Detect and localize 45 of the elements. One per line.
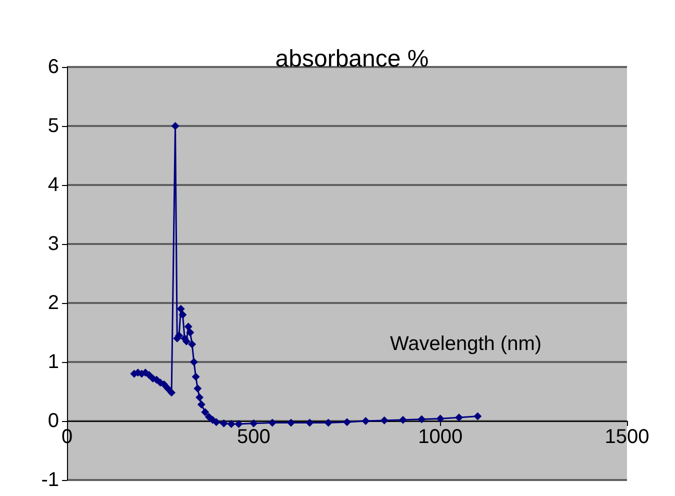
point — [160, 380, 168, 388]
point — [178, 310, 187, 319]
y-tick-label: 5 — [48, 115, 59, 137]
x-tick-label: 1000 — [418, 426, 463, 448]
point — [212, 418, 220, 426]
point — [184, 322, 192, 331]
point — [474, 412, 482, 420]
point — [201, 408, 210, 416]
point — [324, 418, 332, 427]
point — [186, 328, 194, 336]
point — [306, 418, 314, 427]
y-tick-label: -1 — [41, 469, 59, 491]
point — [188, 340, 196, 348]
point — [268, 418, 276, 427]
point — [190, 358, 198, 366]
point — [399, 416, 407, 424]
point — [343, 418, 351, 426]
point — [436, 414, 444, 423]
point — [168, 388, 176, 397]
y-tick-label: 2 — [48, 292, 59, 314]
point — [194, 384, 202, 393]
y-tick-label: 4 — [48, 174, 59, 196]
point — [196, 393, 204, 402]
point — [220, 419, 228, 428]
point — [192, 372, 200, 381]
y-tick-label: 1 — [48, 351, 59, 373]
point — [362, 417, 370, 425]
point — [227, 420, 236, 428]
x-axis-title: Wavelength (nm) — [390, 333, 542, 355]
x-tick-label: 1500 — [604, 426, 650, 448]
point — [176, 304, 185, 313]
point — [197, 400, 206, 408]
chart-title: absorbance % — [275, 46, 429, 72]
point — [455, 413, 463, 422]
point — [234, 420, 243, 428]
point — [287, 418, 295, 427]
point — [250, 419, 258, 428]
y-tick-label: 0 — [48, 410, 59, 432]
point — [164, 384, 172, 393]
y-tick-label: 3 — [48, 233, 59, 255]
y-tick-label: 6 — [48, 56, 59, 78]
point — [171, 122, 180, 130]
x-tick-label: 500 — [236, 426, 270, 448]
point — [418, 415, 426, 424]
point — [380, 416, 388, 424]
